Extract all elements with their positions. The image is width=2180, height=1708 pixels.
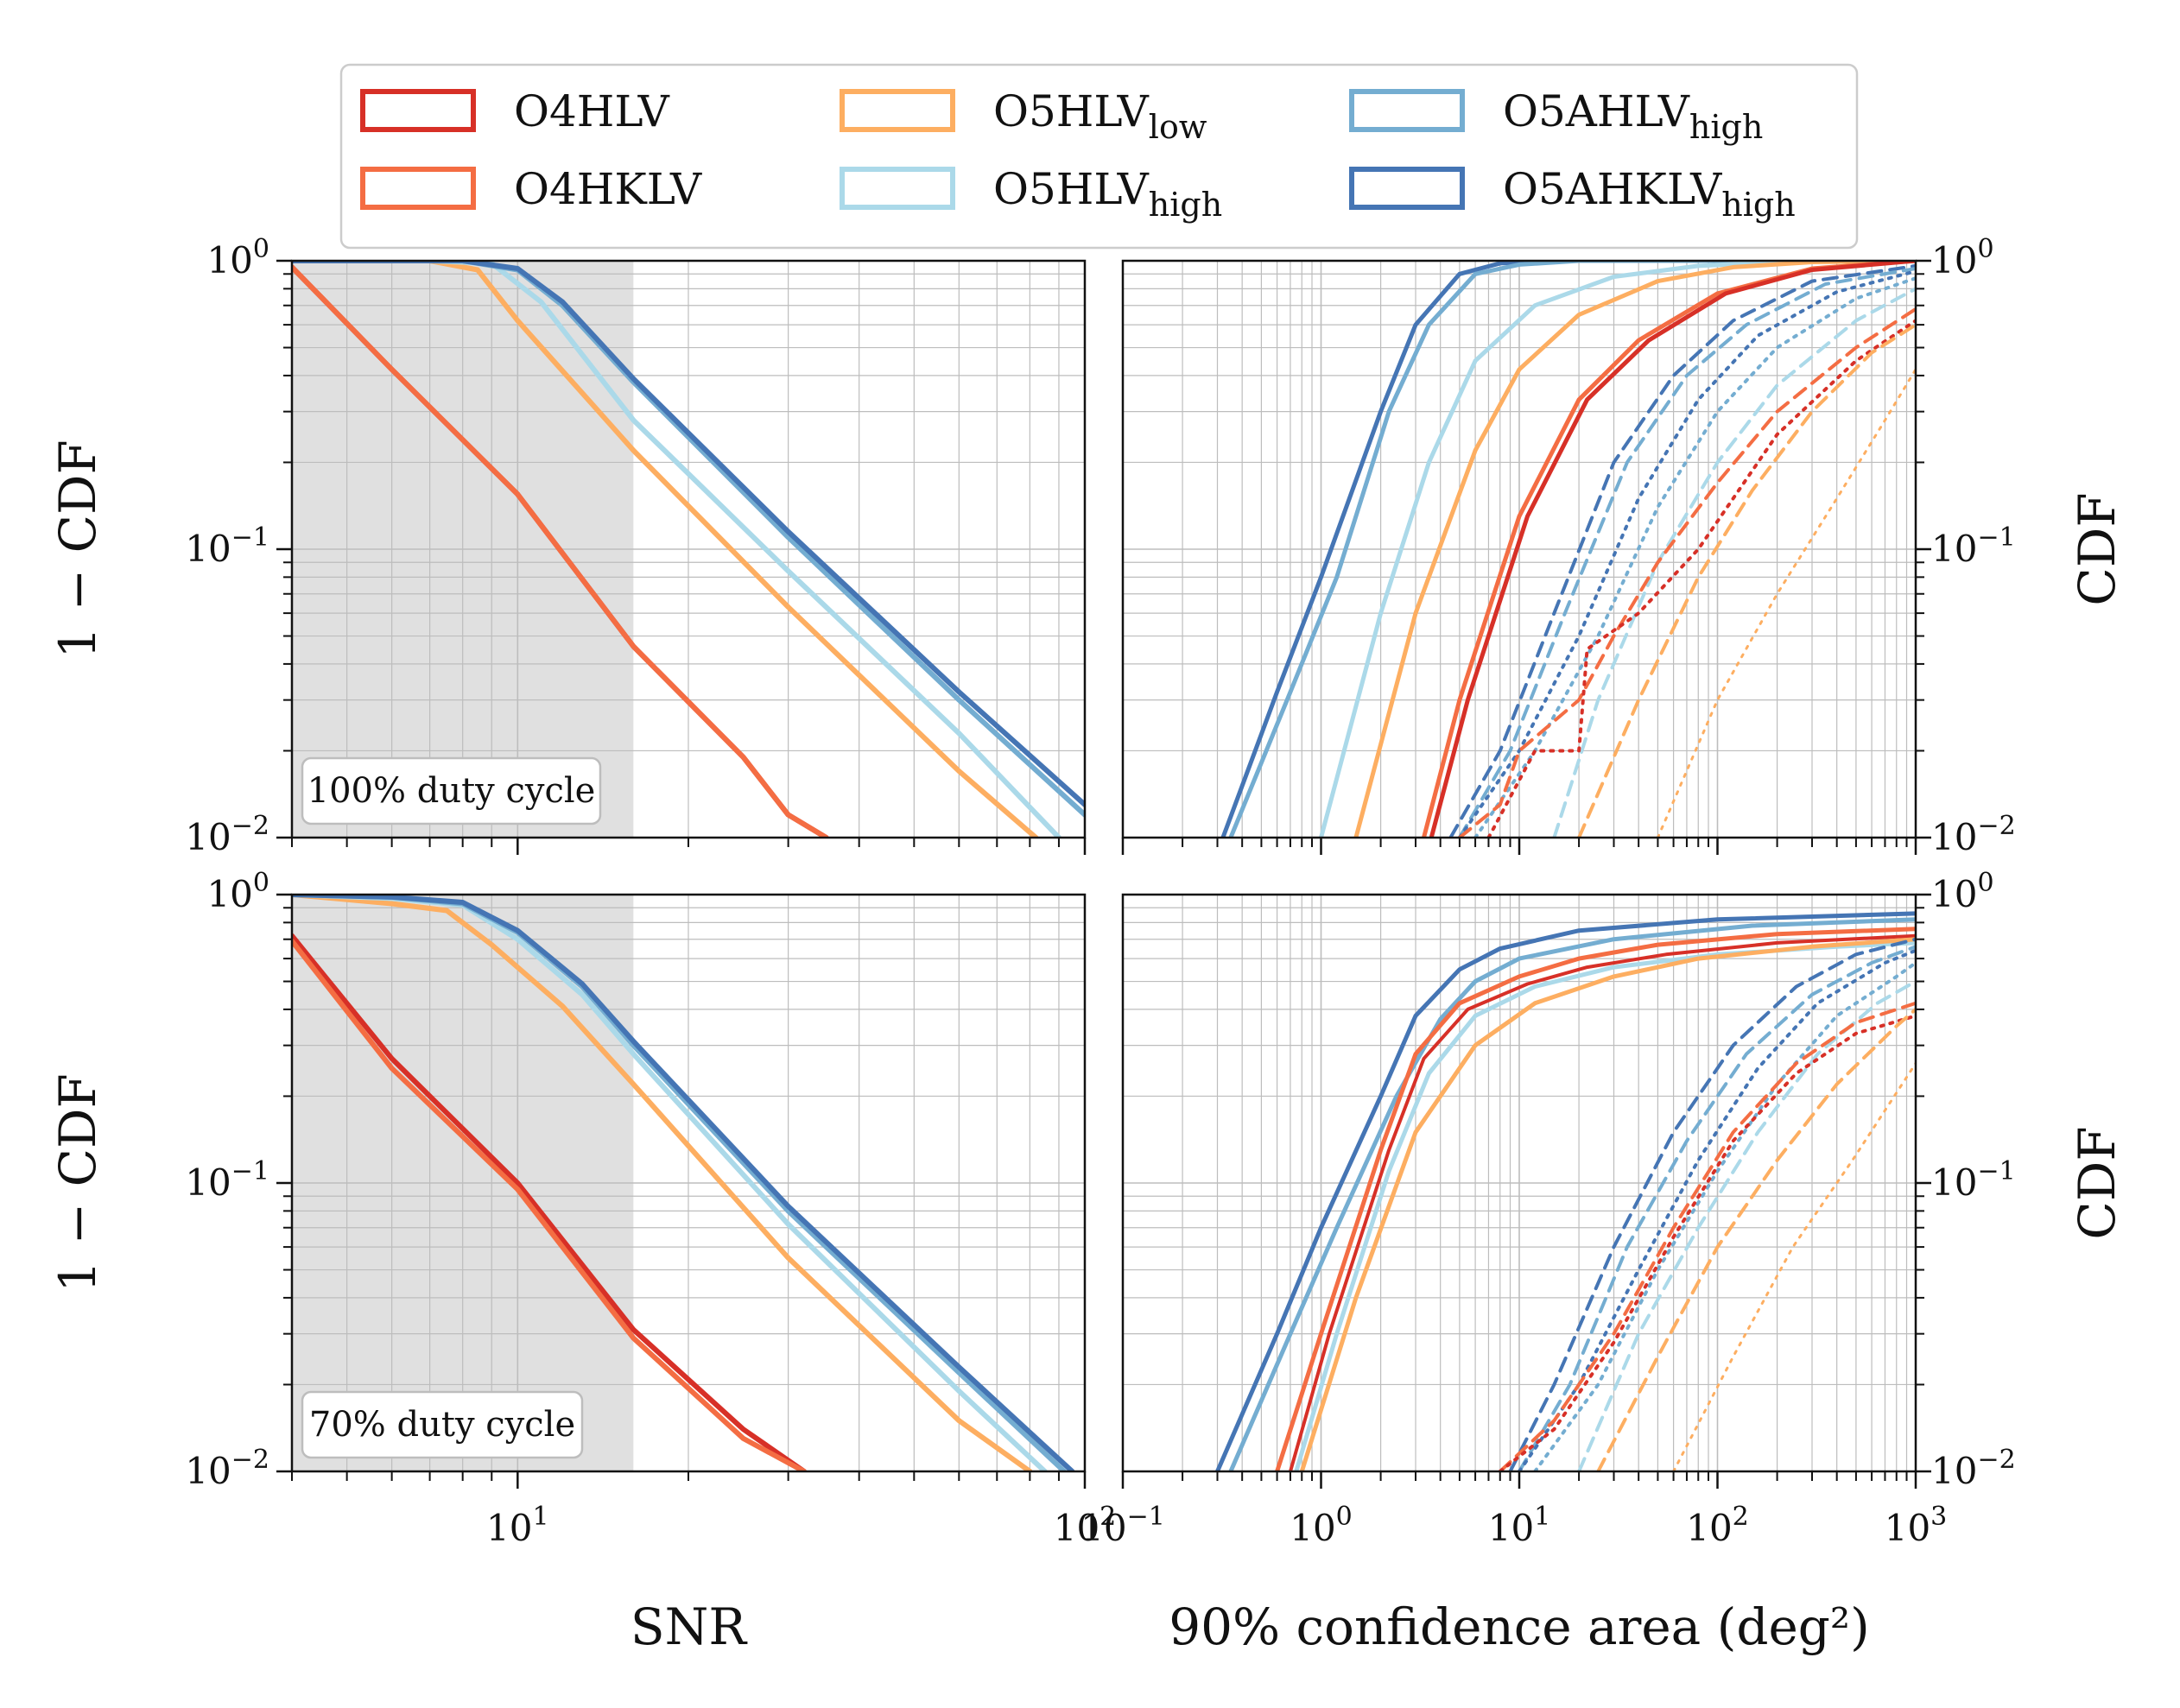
annotation-box	[301, 756, 602, 826]
panel-area-100: 10−2 10−1 100 CDF	[1121, 234, 2126, 858]
annotation-label: 70% duty cycle	[309, 1405, 575, 1445]
legend-label-o5ahklvhigh: O5AHKLVhigh	[1503, 164, 1796, 224]
y-axis-label: 1 − CDF	[48, 1073, 107, 1293]
panel-area-70: 10−2 10−1 100 10−1 100 101 102 103 CDF 90% confid…	[1080, 868, 2126, 1656]
legend-swatch-o5ahlvhigh	[1349, 89, 1465, 132]
series-line-o5ahklvhigh	[292, 895, 1075, 1471]
y-axis: 10−2 10−1 100	[1916, 234, 2016, 858]
series-line-o5ahklvhigh-solid	[1215, 911, 1916, 1471]
panel-snr-70: 10−2 10−1 100 101 102 1 − CDF SNR 70% duty cycl…	[48, 868, 1116, 1656]
y-tick-label: 100	[1931, 868, 1994, 915]
series-line-o5hlvlow-dotted	[1656, 368, 1916, 838]
y-tick-label: 100	[206, 234, 269, 282]
x-axis-label: SNR	[631, 1597, 748, 1656]
x-tick-label: 101	[486, 1502, 549, 1549]
x-tick-label: 103	[1885, 1502, 1948, 1549]
x-tick-label: 10−1	[1080, 1502, 1165, 1549]
legend-frame	[339, 63, 1859, 250]
y-tick-label: 10−1	[1931, 1156, 2016, 1204]
series-line-o5hlvhigh-solid	[1319, 261, 1916, 838]
series-line-o4hklv-dashed	[1457, 307, 1916, 838]
x-tick-label: 100	[1290, 1502, 1353, 1549]
series-group	[292, 261, 1085, 838]
legend-swatch-o5ahklvhigh	[1349, 167, 1465, 210]
y-axis: 10−2 10−1 100	[1916, 868, 2016, 1492]
y-tick-label: 10−2	[185, 811, 269, 858]
series-line-o4hklv-solid	[1275, 927, 1916, 1471]
x-axis	[291, 838, 1087, 855]
series-line-o5hlvhigh-dashed	[1577, 979, 1916, 1471]
panel-snr-100: 10−2 10−1 100 1 − CDF 100% duty cycle	[48, 234, 1087, 858]
y-tick-label: 10−2	[1931, 1445, 2016, 1492]
series-line-o4hklv	[292, 264, 829, 838]
y-tick-label: 100	[1931, 234, 1994, 282]
legend-swatch-o4hklv	[360, 167, 476, 210]
legend-label-o5ahlvhigh: O5AHLVhigh	[1503, 86, 1763, 146]
y-axis-label: CDF	[2068, 1126, 2126, 1239]
y-tick-label: 100	[206, 868, 269, 915]
series-line-o5ahklvhigh-dashed	[1508, 937, 1916, 1471]
series-line-o5ahklvhigh-dotted	[1457, 269, 1916, 838]
series-line-o5hlvhigh-dashed	[1552, 287, 1916, 838]
x-tick-label: 102	[1686, 1502, 1749, 1549]
y-axis-label: CDF	[2068, 492, 2126, 605]
series-line-o5hlvlow-solid	[1353, 261, 1916, 838]
series-line-o5ahlvhigh-dashed	[1457, 267, 1916, 838]
legend-swatch-o5hlvhigh	[840, 167, 955, 210]
series-line-o5ahklvhigh-dashed	[1448, 263, 1916, 838]
legend: O4HLV O4HKLV O5HLVlow O5HLVhigh O5AHLVhigh O5…	[339, 63, 1859, 250]
series-line-o5hlvlow-dotted	[1672, 1061, 1916, 1471]
x-axis	[1121, 838, 1917, 855]
legend-label-o4hklv: O4HKLV	[514, 164, 702, 214]
x-tick-label: 101	[1488, 1502, 1551, 1549]
series-group	[1220, 261, 1916, 838]
series-line-o4hlv-solid	[1429, 261, 1916, 838]
legend-label-o4hlv: O4HLV	[514, 86, 670, 136]
series-line-o4hklv-dashed	[1498, 1001, 1916, 1471]
series-line-o4hklv	[292, 938, 807, 1471]
series-line-o4hlv-dotted	[1498, 1014, 1916, 1471]
x-axis: 101 102	[291, 1471, 1117, 1549]
legend-label-o5hlvhigh: O5HLVhigh	[993, 164, 1222, 224]
legend-swatch-o4hlv	[360, 89, 476, 132]
grid	[1122, 894, 1917, 1472]
series-line-o5ahlvhigh-dotted	[1473, 276, 1916, 838]
series-line-o4hlv-solid	[1289, 933, 1916, 1471]
legend-swatch-o5hlvlow	[840, 89, 955, 132]
series-line-o5ahlvhigh-solid	[1228, 917, 1916, 1471]
series-line-o5hlvlow-dashed	[1596, 1007, 1916, 1471]
series-line-o5ahlvhigh-solid	[1228, 261, 1916, 838]
series-line-o5hlvlow	[292, 895, 1033, 1471]
annotation-box	[301, 1390, 584, 1459]
series-line-o5ahklvhigh	[292, 261, 1085, 807]
y-tick-label: 10−1	[185, 522, 269, 570]
y-tick-label: 10−1	[185, 1156, 269, 1204]
y-tick-label: 10−1	[1931, 522, 2016, 570]
series-line-o5ahlvhigh-dotted	[1533, 961, 1916, 1471]
series-line-o5ahklvhigh-solid	[1220, 261, 1916, 838]
series-line-o5hlvlow-dashed	[1577, 323, 1916, 838]
series-line-o5ahklvhigh-dotted	[1518, 948, 1916, 1471]
legend-label-o5hlvlow: O5HLVlow	[993, 86, 1207, 146]
series-line-o4hlv	[292, 933, 807, 1471]
y-tick-label: 10−2	[185, 1445, 269, 1492]
x-axis-label: 90% confidence area (deg²)	[1169, 1597, 1870, 1656]
series-line-o5hlvlow-solid	[1299, 937, 1916, 1471]
y-axis-label: 1 − CDF	[48, 440, 107, 659]
grid	[291, 260, 1086, 838]
x-tick-label: 102	[1054, 1502, 1117, 1549]
annotation-label: 100% duty cycle	[307, 771, 596, 811]
x-axis: 10−1 100 101 102 103	[1080, 1471, 1947, 1549]
series-line-o4hlv-dotted	[1486, 319, 1916, 838]
y-axis: 10−2 10−1 100	[185, 234, 292, 858]
series-group	[1215, 911, 1916, 1471]
y-axis: 10−2 10−1 100	[185, 868, 292, 1492]
series-group	[292, 895, 1075, 1471]
series-line-o5ahlvhigh-dashed	[1518, 945, 1916, 1471]
y-tick-label: 10−2	[1931, 811, 2016, 858]
